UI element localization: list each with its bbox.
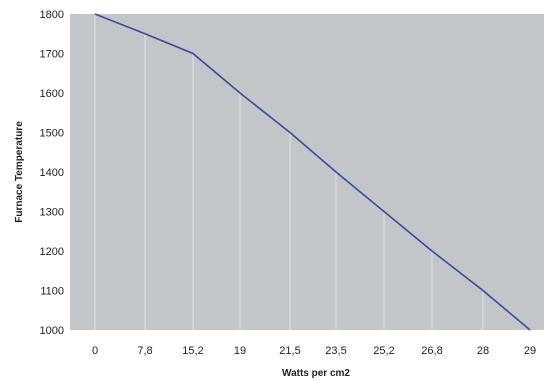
x-tick-label: 7,8	[137, 345, 152, 357]
y-tick-label: 1100	[40, 286, 64, 298]
x-axis-label: Watts per cm2	[282, 368, 350, 379]
y-axis-ticks: 1000 1100 1200 1300 1400 1500 1600 1700 1800	[40, 9, 64, 337]
y-tick-label: 1800	[40, 9, 64, 21]
x-tick-label: 0	[92, 345, 98, 357]
y-tick-label: 1400	[40, 167, 64, 179]
x-tick-label: 25,2	[373, 345, 394, 357]
x-tick-label: 21,5	[279, 345, 300, 357]
x-tick-label: 23,5	[325, 345, 346, 357]
x-tick-label: 29	[524, 345, 536, 357]
x-tick-label: 15,2	[182, 345, 203, 357]
x-tick-label: 19	[234, 345, 246, 357]
grid-lines	[94, 14, 484, 330]
y-tick-label: 1200	[40, 246, 64, 258]
x-tick-label: 26,8	[421, 345, 442, 357]
x-tick-label: 28	[477, 345, 489, 357]
y-tick-label: 1000	[40, 325, 64, 337]
y-tick-label: 1600	[40, 88, 64, 100]
x-axis-ticks: 0 7,8 15,2 19 21,5 23,5 25,2 26,8 28 29	[92, 345, 536, 357]
y-tick-label: 1500	[40, 128, 64, 140]
series-line	[94, 13, 531, 331]
y-tick-label: 1700	[40, 49, 64, 61]
y-tick-label: 1300	[40, 207, 64, 219]
y-axis-label: Furnace Temperature	[14, 121, 25, 223]
